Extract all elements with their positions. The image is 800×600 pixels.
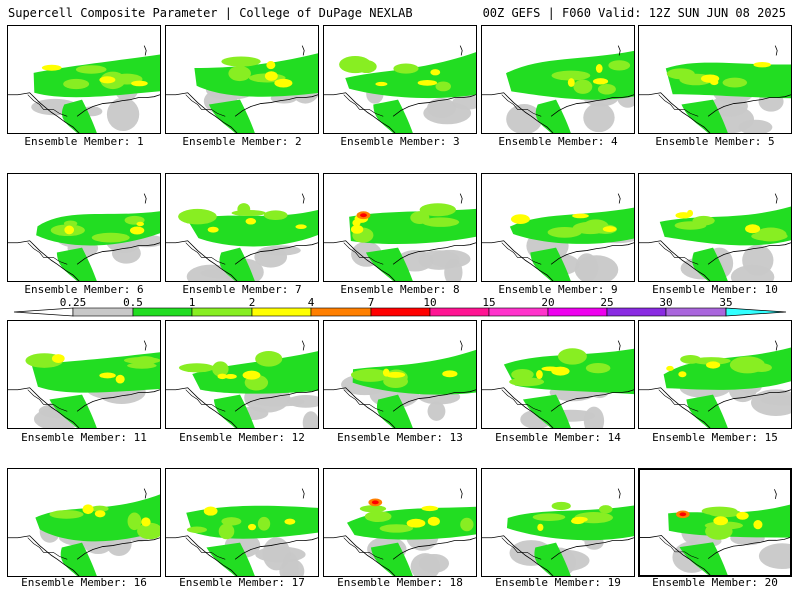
ensemble-member-label: Ensemble Member: 5 [655,135,775,148]
ensemble-member-panel-10[interactable] [638,173,792,282]
map-plot [639,340,791,428]
map-plot [166,193,318,281]
colorbar-arrow-low [13,307,74,317]
ensemble-member-label: Ensemble Member: 17 [179,576,305,589]
ensemble-member-label: Ensemble Member: 2 [182,135,302,148]
colorbar-tick-label: 2 [249,296,256,309]
ensemble-member-label: Ensemble Member: 7 [182,283,302,296]
colorbar-tick-label: 15 [482,296,495,309]
ensemble-member-label: Ensemble Member: 9 [498,283,618,296]
colorbar-tick-label: 1 [189,296,196,309]
colorbar-bin [72,307,134,317]
ensemble-member-panel-11[interactable] [7,320,161,429]
ensemble-member-panel-17[interactable] [165,468,319,577]
map-plot [482,340,634,428]
map-plot [166,45,318,133]
colorbar-tick-label: 20 [541,296,554,309]
map-plot [166,488,318,576]
colorbar-bin [310,307,372,317]
map-plot [640,489,790,575]
colorbar-bin [370,307,431,317]
ensemble-member-label: Ensemble Member: 10 [652,283,778,296]
ensemble-member-panel-20[interactable] [638,468,792,577]
ensemble-member-panel-16[interactable] [7,468,161,577]
map-plot [8,488,160,576]
ensemble-member-label: Ensemble Member: 19 [495,576,621,589]
colorbar-tick-label: 0.25 [60,296,87,309]
ensemble-member-panel-5[interactable] [638,25,792,134]
ensemble-member-panel-13[interactable] [323,320,477,429]
colorbar-tick-label: 25 [600,296,613,309]
colorbar-tick-label: 0.5 [123,296,143,309]
map-plot [639,45,791,133]
ensemble-member-label: Ensemble Member: 3 [340,135,460,148]
colorbar-tick-label: 35 [719,296,732,309]
ensemble-member-label: Ensemble Member: 4 [498,135,618,148]
colorbar-tick-label: 4 [308,296,315,309]
map-plot [639,193,791,281]
ensemble-member-panel-3[interactable] [323,25,477,134]
map-plot [8,340,160,428]
ensemble-member-label: Ensemble Member: 16 [21,576,147,589]
ensemble-member-panel-6[interactable] [7,173,161,282]
ensemble-member-label: Ensemble Member: 6 [24,283,144,296]
ensemble-member-panel-9[interactable] [481,173,635,282]
run-info: 00Z GEFS | F060 Valid: 12Z SUN JUN 08 20… [482,6,786,20]
ensemble-member-panel-19[interactable] [481,468,635,577]
map-plot [324,488,476,576]
colorbar-bin [547,307,608,317]
colorbar-bin [191,307,253,317]
ensemble-member-label: Ensemble Member: 14 [495,431,621,444]
map-plot [482,45,634,133]
ensemble-member-panel-12[interactable] [165,320,319,429]
colorbar-bin [606,307,667,317]
map-plot [324,45,476,133]
colorbar-tick-label: 30 [659,296,672,309]
map-plot [166,340,318,428]
colorbar-bin [429,307,490,317]
ensemble-member-panel-7[interactable] [165,173,319,282]
colorbar-bin [488,307,549,317]
ensemble-member-panel-1[interactable] [7,25,161,134]
ensemble-member-label: Ensemble Member: 15 [652,431,778,444]
ensemble-member-panel-15[interactable] [638,320,792,429]
ensemble-member-label: Ensemble Member: 13 [337,431,463,444]
colorbar-bin [132,307,193,317]
ensemble-member-panel-4[interactable] [481,25,635,134]
map-plot [8,193,160,281]
ensemble-member-panel-2[interactable] [165,25,319,134]
colorbar-bin [251,307,312,317]
map-plot [482,193,634,281]
ensemble-member-label: Ensemble Member: 1 [24,135,144,148]
colorbar-tick-label: 7 [368,296,375,309]
map-plot [482,488,634,576]
ensemble-member-panel-18[interactable] [323,468,477,577]
ensemble-member-panel-8[interactable] [323,173,477,282]
colorbar-arrow-high [725,307,787,317]
colorbar-bin [665,307,727,317]
ensemble-member-label: Ensemble Member: 8 [340,283,460,296]
map-plot [8,45,160,133]
map-plot [324,340,476,428]
ensemble-member-label: Ensemble Member: 12 [179,431,305,444]
color-scale-legend: 0.25 0.5 1 2 4 7 10 15 20 25 30 35 [13,296,787,317]
ensemble-member-label: Ensemble Member: 11 [21,431,147,444]
map-title: Supercell Composite Parameter | College … [8,6,413,20]
colorbar-tick-label: 10 [423,296,436,309]
ensemble-member-label: Ensemble Member: 20 [652,576,778,589]
ensemble-member-label: Ensemble Member: 18 [337,576,463,589]
map-plot [324,193,476,281]
ensemble-member-panel-14[interactable] [481,320,635,429]
